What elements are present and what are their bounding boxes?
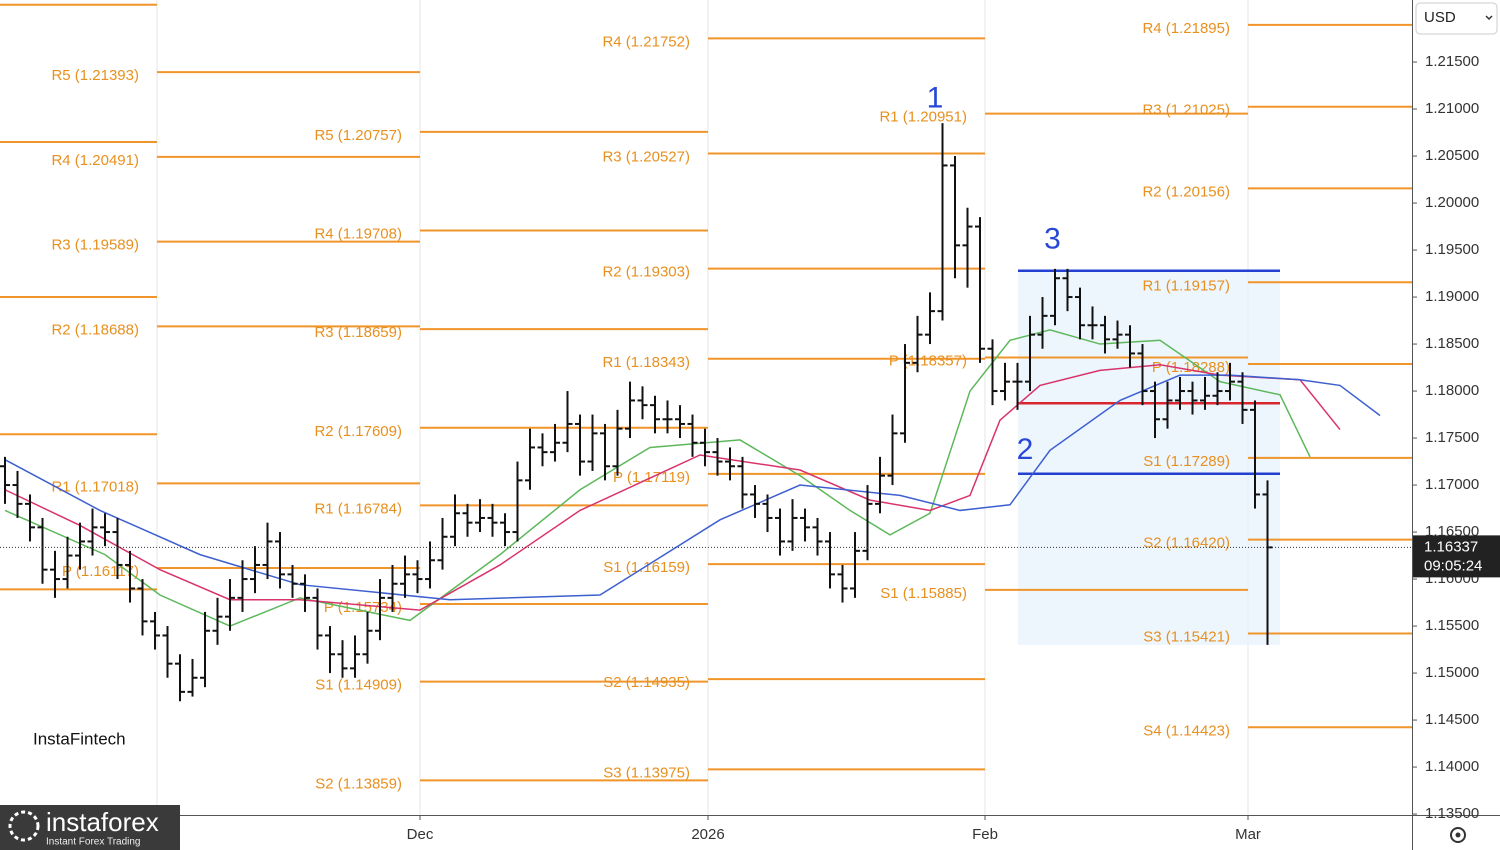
pivot-label: S1 (1.14909) bbox=[315, 677, 402, 694]
pivot-label: S3 (1.13975) bbox=[603, 764, 690, 781]
x-tick-label: 2026 bbox=[691, 826, 724, 843]
pivot-label: S1 (1.15885) bbox=[880, 585, 967, 602]
y-tick-label: 1.20000 bbox=[1425, 194, 1479, 211]
y-tick-label: 1.14500 bbox=[1425, 711, 1479, 728]
last-price-box bbox=[1413, 535, 1500, 578]
pivot-label: S4 (1.14423) bbox=[1143, 722, 1230, 739]
settings-icon[interactable] bbox=[1450, 827, 1466, 843]
pivot-label: R3 (1.18659) bbox=[314, 324, 402, 341]
pivot-label: P (1.18357) bbox=[889, 352, 967, 369]
pivot-label: R5 (1.21393) bbox=[51, 67, 139, 84]
y-tick-label: 1.18000 bbox=[1425, 382, 1479, 399]
currency-select[interactable] bbox=[1415, 2, 1498, 35]
brand-tagline: Instant Forex Trading bbox=[46, 837, 141, 848]
pivot-label: R3 (1.21025) bbox=[1142, 102, 1230, 119]
y-tick-label: 1.15500 bbox=[1425, 617, 1479, 634]
x-tick-label: Mar bbox=[1235, 826, 1261, 843]
brand-bottom: instaforex bbox=[46, 807, 159, 837]
pivot-label: R1 (1.17018) bbox=[51, 478, 139, 495]
pivot-label: R4 (1.21895) bbox=[1142, 20, 1230, 37]
last-price-label: 1.16337 bbox=[1424, 538, 1478, 555]
y-tick-label: 1.13500 bbox=[1425, 805, 1479, 822]
pivot-label: P (1.16117) bbox=[62, 563, 139, 580]
pivot-label: R3 (1.20527) bbox=[602, 148, 690, 165]
pivot-label: S2 (1.16420) bbox=[1143, 535, 1230, 552]
y-tick-label: 1.14000 bbox=[1425, 758, 1479, 775]
countdown-label: 09:05:24 bbox=[1424, 557, 1482, 574]
y-tick-label: 1.19000 bbox=[1425, 288, 1479, 305]
axes: 1.135001.140001.145001.150001.155001.160… bbox=[407, 53, 1500, 843]
pivot-label: S1 (1.16159) bbox=[603, 559, 690, 576]
pivot-label: R2 (1.17609) bbox=[314, 423, 402, 440]
annotation: 1 bbox=[927, 82, 944, 115]
brand-logo bbox=[8, 810, 40, 842]
pivot-label: R3 (1.19589) bbox=[51, 237, 139, 254]
pivot-label: S3 (1.15421) bbox=[1143, 628, 1230, 645]
pivot-label: R2 (1.18688) bbox=[51, 321, 139, 338]
pivot-label: R4 (1.20491) bbox=[51, 152, 139, 169]
pivot-label: R1 (1.18343) bbox=[602, 354, 690, 371]
pivot-label: R4 (1.21752) bbox=[602, 33, 690, 50]
annotation: 2 bbox=[1017, 433, 1034, 466]
brand-box bbox=[22, 705, 150, 763]
x-tick-label: Feb bbox=[972, 826, 998, 843]
pivot-label: R1 (1.16784) bbox=[314, 500, 402, 517]
y-tick-label: 1.17000 bbox=[1425, 476, 1479, 493]
pivot-label: R2 (1.19303) bbox=[602, 264, 690, 281]
currency-label: USD bbox=[1424, 9, 1456, 26]
gear bbox=[1450, 827, 1466, 843]
annotation: 3 bbox=[1044, 223, 1061, 256]
y-tick-label: 1.20500 bbox=[1425, 147, 1479, 164]
y-tick-label: 1.15000 bbox=[1425, 664, 1479, 681]
pivot-label: P (1.18288) bbox=[1152, 359, 1230, 376]
pivot-label: S2 (1.13859) bbox=[315, 775, 402, 792]
y-tick-label: 1.19500 bbox=[1425, 241, 1479, 258]
x-tick-label: Dec bbox=[407, 826, 434, 843]
plot-area: R5 (1.21393) R4 (1.20491) R3 (1.19589) R2 (… bbox=[0, 0, 1412, 815]
pivot-label: R5 (1.20757) bbox=[314, 127, 402, 144]
y-tick-label: 1.17500 bbox=[1425, 429, 1479, 446]
pivot-label: R2 (1.20156) bbox=[1142, 183, 1230, 200]
pivot-label: S2 (1.14935) bbox=[603, 674, 690, 691]
gear-center bbox=[1455, 832, 1461, 838]
brand-top: InstaFintech bbox=[33, 729, 126, 748]
y-tick-label: 1.21500 bbox=[1425, 53, 1479, 70]
pivot-label: R1 (1.19157) bbox=[1142, 277, 1230, 294]
y-tick-label: 1.21000 bbox=[1425, 100, 1479, 117]
pivot-label: S1 (1.17289) bbox=[1143, 453, 1230, 470]
pivot-label: R1 (1.20951) bbox=[879, 109, 967, 126]
dropdown-arrow bbox=[1485, 15, 1493, 21]
y-tick-label: 1.18500 bbox=[1425, 335, 1479, 352]
pivot-label: R4 (1.19708) bbox=[314, 225, 402, 242]
